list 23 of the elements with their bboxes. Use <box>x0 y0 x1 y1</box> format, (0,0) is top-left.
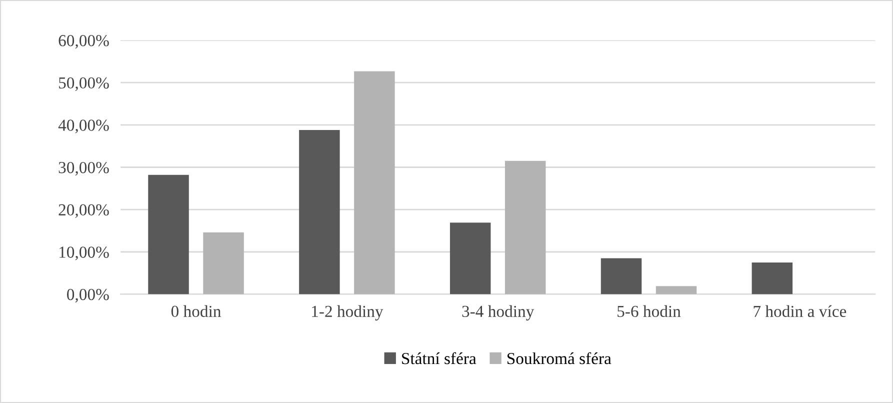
y-tick-label: 10,00% <box>60 246 109 260</box>
bar <box>656 286 697 294</box>
bar <box>600 258 642 294</box>
x-tick-label: 0 hodin <box>171 305 221 318</box>
x-tick-label: 5-6 hodin <box>618 305 681 318</box>
x-tick-label: 7 hodin a více <box>754 305 846 318</box>
bar <box>354 71 395 294</box>
y-tick-label: 40,00% <box>58 120 109 134</box>
bar <box>450 222 491 294</box>
x-tick-label: 1-2 hodiny <box>312 305 384 320</box>
x-tick-label: 3-4 hodiny <box>462 305 534 320</box>
y-tick-label: 50,00% <box>59 77 109 91</box>
y-tick-label: 30,00% <box>58 162 109 176</box>
bar <box>752 262 793 294</box>
y-tick-label: 0,00% <box>67 288 109 303</box>
y-tick-label: 20,00% <box>58 204 109 218</box>
bar <box>148 174 189 294</box>
bar <box>504 160 546 294</box>
legend-label: Státní sféra <box>402 352 476 364</box>
y-tick-label: 60,00% <box>58 35 109 49</box>
bar <box>203 232 244 294</box>
legend-label: Soukromá sféra <box>507 352 612 364</box>
bar <box>299 130 340 294</box>
